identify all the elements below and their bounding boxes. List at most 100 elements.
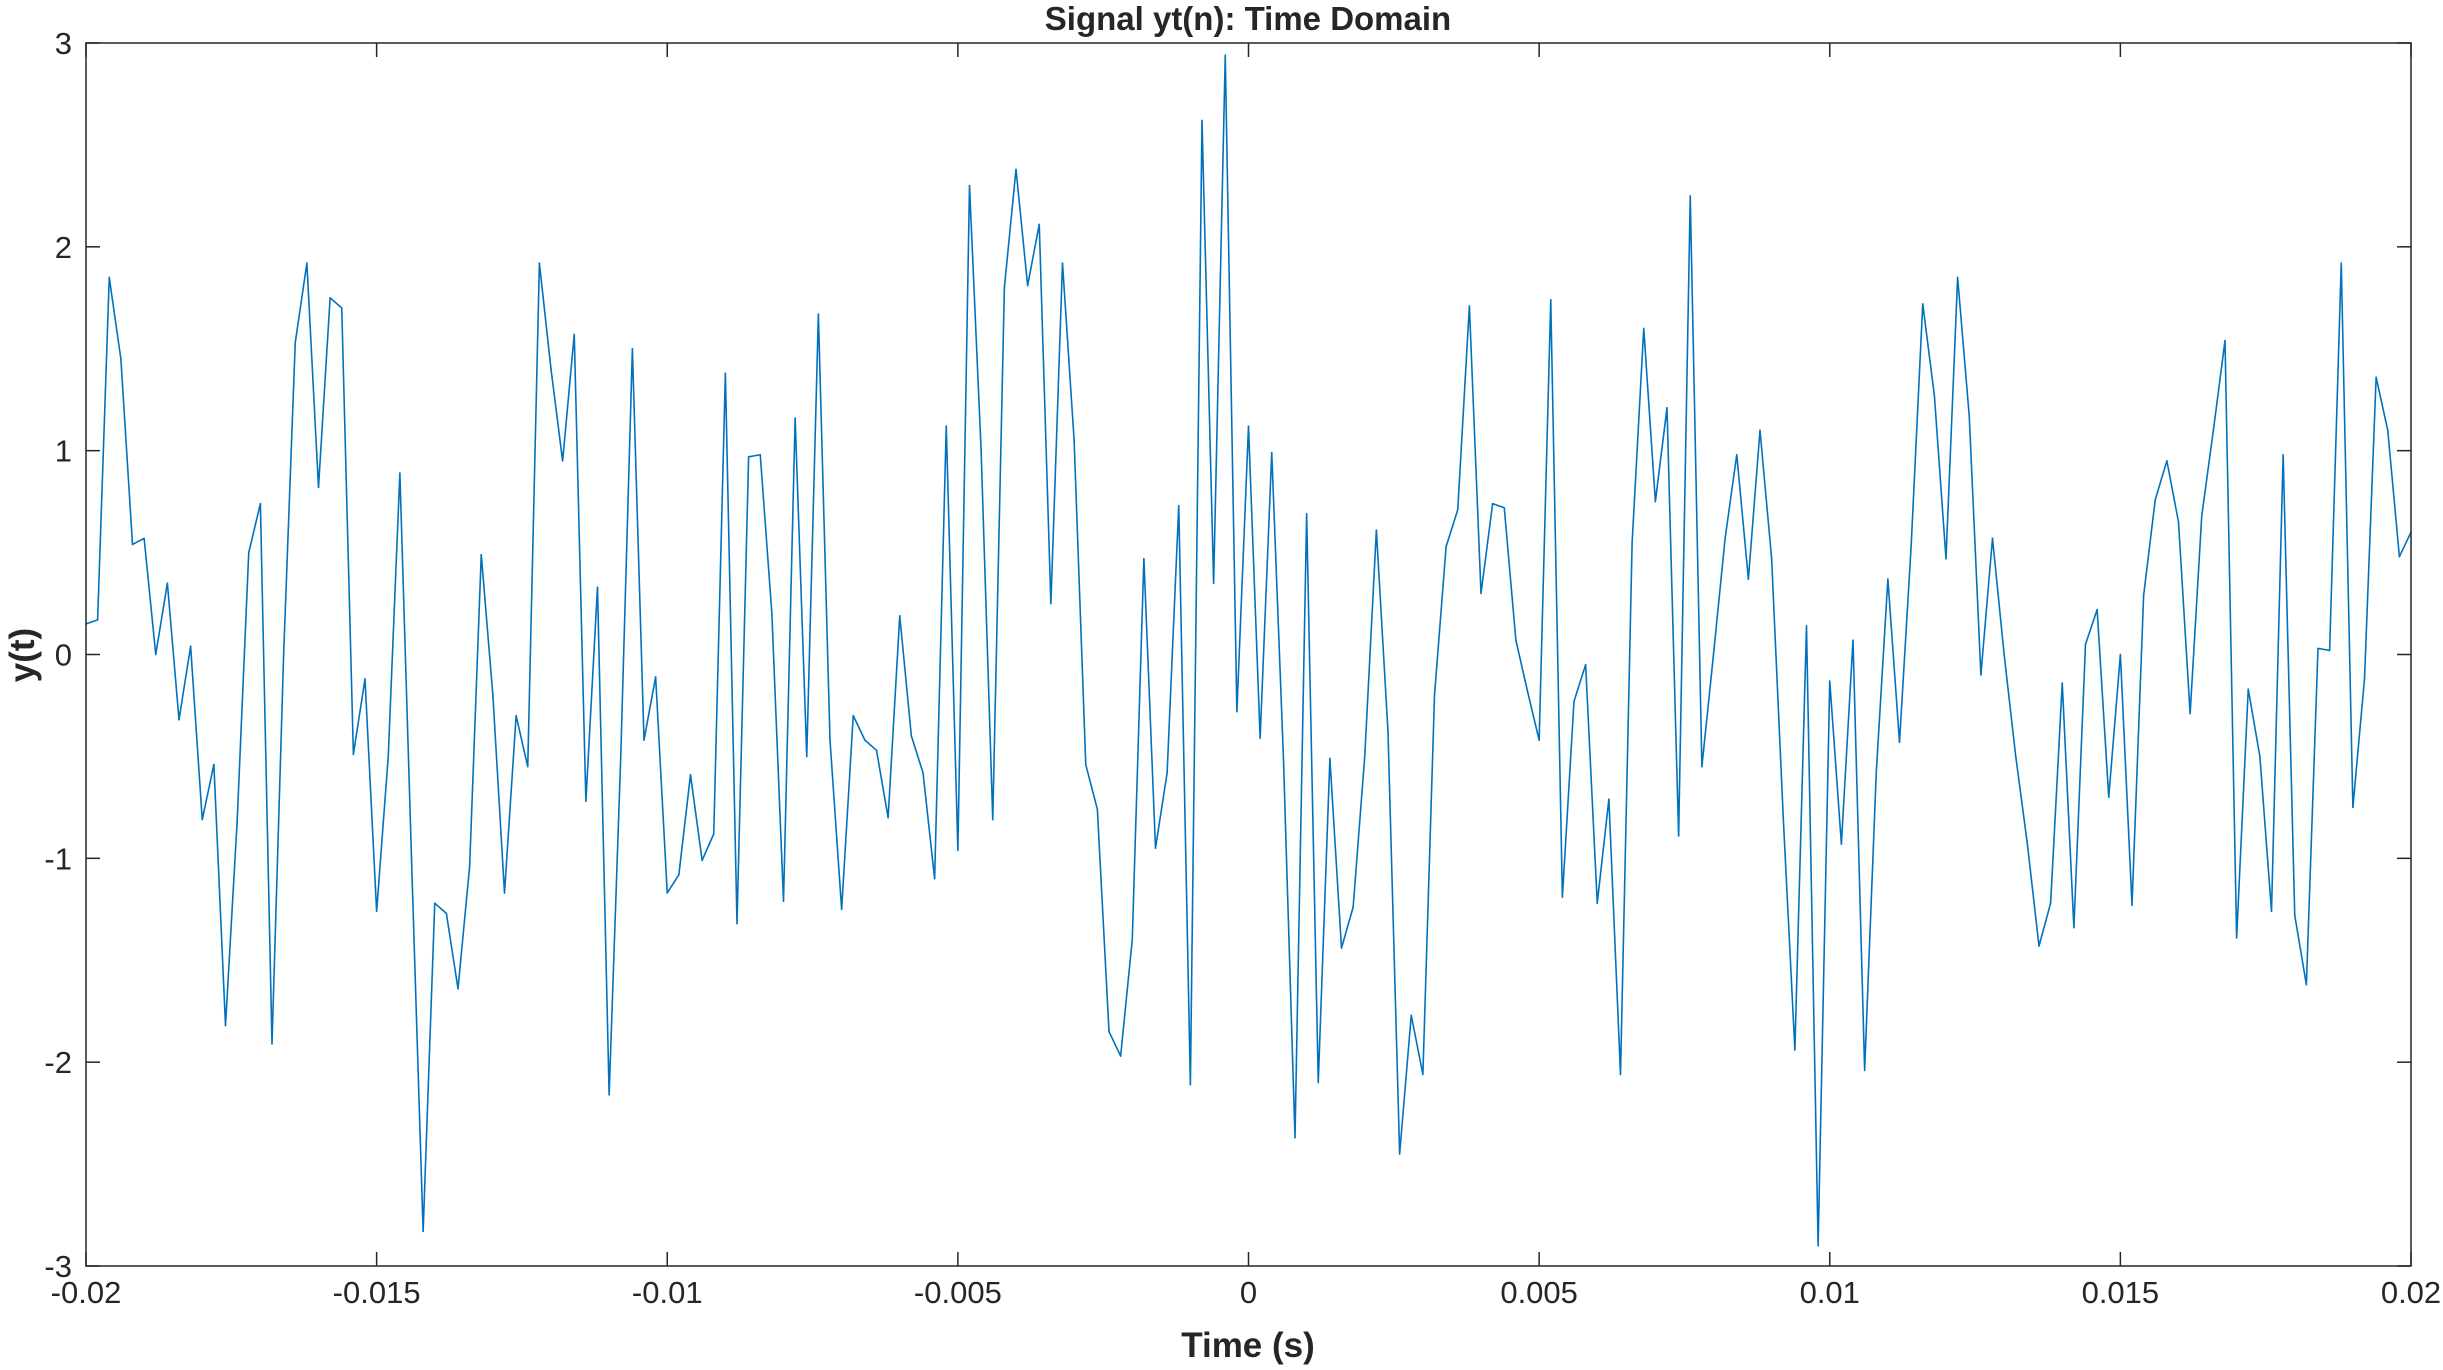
data-point [2340, 262, 2343, 264]
data-point [1619, 1073, 1622, 1076]
data-point [596, 586, 599, 589]
data-point [2107, 796, 2110, 798]
data-point [329, 296, 331, 299]
data-point [829, 739, 831, 741]
data-point [1177, 504, 1180, 507]
data-point [247, 551, 250, 554]
data-point [2200, 515, 2203, 517]
data-point [1782, 816, 1785, 819]
x-tick-label: -0.005 [914, 1275, 1002, 1310]
data-point [2084, 643, 2087, 646]
data-point [1015, 168, 1017, 171]
x-tick-label: 0.005 [1500, 1275, 1578, 1310]
data-point [2224, 339, 2226, 342]
chart-title: Signal yt(n): Time Domain [1045, 0, 1451, 37]
data-point [259, 502, 262, 505]
data-point [1933, 394, 1936, 397]
y-tick-label: 2 [55, 230, 72, 265]
data-point [306, 262, 308, 264]
data-point [1724, 537, 1726, 540]
data-point [1480, 592, 1482, 595]
data-point [1642, 327, 1645, 330]
data-point [1270, 451, 1273, 454]
data-point [1759, 429, 1761, 432]
data-point [2131, 904, 2133, 907]
data-point [678, 873, 680, 876]
data-point [236, 820, 238, 823]
data-point [736, 922, 738, 925]
data-point [1387, 731, 1389, 733]
data-point [550, 368, 552, 370]
data-point [433, 902, 436, 904]
data-point [2073, 926, 2075, 929]
data-point [724, 372, 727, 375]
data-point [131, 543, 134, 546]
data-points [85, 54, 2412, 1247]
data-point [1247, 425, 1250, 428]
data-point [2386, 429, 2389, 432]
data-point [1945, 557, 1947, 560]
data-point [1794, 1049, 1796, 1051]
data-point [1038, 223, 1041, 226]
data-point [457, 987, 459, 990]
y-tick-label: -2 [44, 1045, 72, 1080]
data-point [1340, 947, 1343, 949]
data-point [178, 718, 180, 721]
data-point [1887, 578, 1889, 580]
data-point [1422, 1073, 1424, 1076]
data-point [922, 771, 924, 774]
data-point [1456, 508, 1459, 511]
data-point [852, 714, 855, 717]
data-point [2375, 376, 2377, 379]
data-point [387, 755, 390, 758]
data-point [189, 645, 192, 648]
data-point [1352, 906, 1354, 909]
data-point [399, 472, 401, 474]
data-point [1305, 513, 1308, 515]
data-point [445, 912, 448, 915]
data-point [2259, 755, 2261, 758]
data-point [1282, 755, 1285, 758]
y-tick-label: 1 [55, 434, 72, 469]
data-point [294, 341, 297, 344]
data-point [410, 857, 413, 860]
data-point [1503, 506, 1506, 509]
data-point [2235, 937, 2238, 939]
data-point [1398, 1153, 1401, 1155]
plot-area [85, 42, 2412, 1267]
data-point [96, 619, 99, 621]
data-point [1329, 757, 1331, 760]
data-point [1363, 755, 1366, 758]
data-point [1770, 557, 1773, 560]
data-point [585, 800, 587, 803]
data-point [875, 749, 878, 752]
data-point [2119, 653, 2122, 656]
data-point [887, 816, 889, 819]
data-point [1538, 739, 1540, 741]
data-point [2154, 498, 2157, 501]
data-point [1317, 1081, 1320, 1084]
x-tick-label: -0.02 [51, 1275, 122, 1310]
data-point [2014, 755, 2017, 758]
data-point [1712, 653, 1715, 656]
data-point [492, 694, 494, 697]
data-point [1980, 674, 1982, 676]
data-point [2352, 806, 2354, 809]
y-tick-label: 0 [55, 638, 72, 673]
data-point [2270, 910, 2273, 913]
data-point [1828, 680, 1831, 682]
data-point [1154, 847, 1157, 849]
data-point [120, 358, 122, 360]
y-tick-label: -3 [44, 1249, 72, 1284]
data-point [1968, 415, 1971, 417]
data-point [503, 892, 506, 894]
x-axis: -0.02 -0.015 -0.01 -0.005 0 0.005 0.01 0.015 0.0… [51, 43, 2441, 1310]
data-point [108, 276, 111, 279]
data-point [771, 612, 773, 615]
data-point [213, 763, 215, 766]
data-point [422, 1230, 424, 1233]
data-point [1608, 798, 1610, 801]
data-point [1294, 1136, 1296, 1139]
data-point [991, 818, 994, 821]
data-point [701, 859, 703, 862]
